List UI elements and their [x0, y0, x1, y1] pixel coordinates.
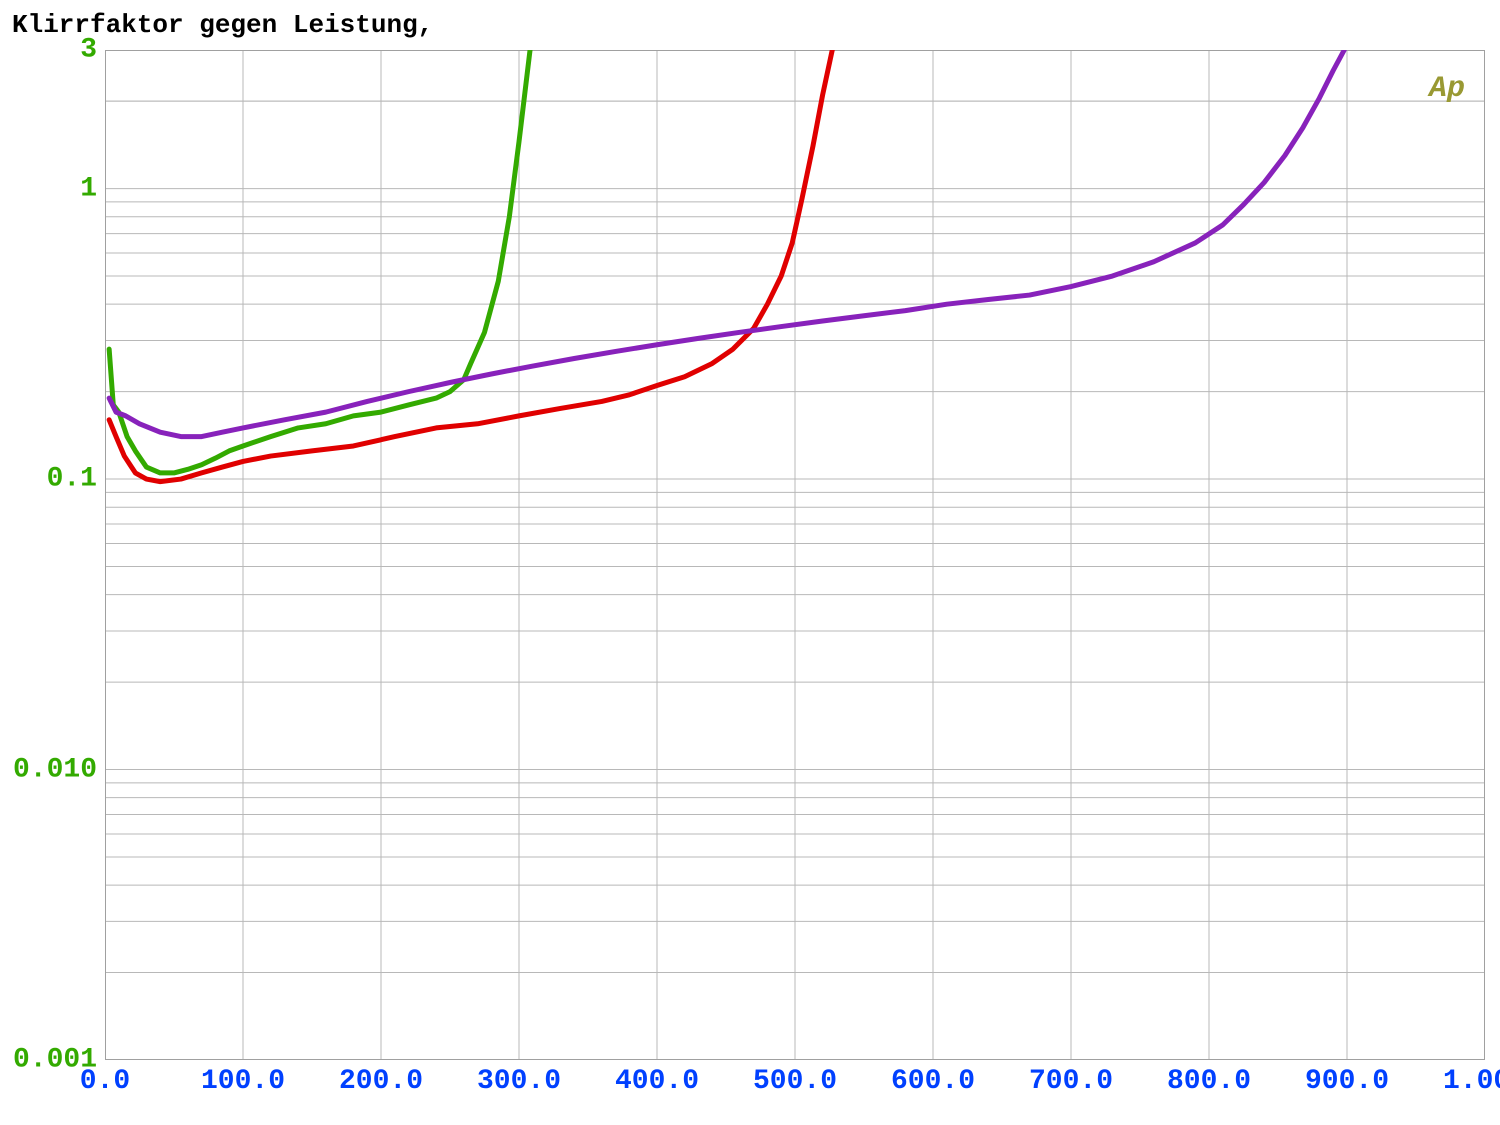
x-tick-label: 900.0: [1305, 1066, 1389, 1097]
y-axis-ticks: 0.0010.0100.113: [0, 50, 97, 1060]
x-tick-label: 600.0: [891, 1066, 975, 1097]
y-tick-label: 3: [2, 35, 97, 66]
x-tick-label: 0.0: [80, 1066, 130, 1097]
y-tick-label: 0.1: [2, 464, 97, 495]
chart-container: Klirrfaktor gegen Leistung, Ap 0.0010.01…: [0, 0, 1500, 1125]
x-tick-label: 700.0: [1029, 1066, 1113, 1097]
x-tick-label: 800.0: [1167, 1066, 1251, 1097]
x-tick-label: 200.0: [339, 1066, 423, 1097]
y-tick-label: 1: [2, 173, 97, 204]
x-axis-ticks: 0.0100.0200.0300.0400.0500.0600.0700.080…: [105, 1066, 1485, 1116]
x-tick-label: 100.0: [201, 1066, 285, 1097]
x-tick-label: 300.0: [477, 1066, 561, 1097]
x-tick-label: 400.0: [615, 1066, 699, 1097]
plot-svg: [105, 50, 1485, 1060]
plot-area: Ap: [105, 50, 1485, 1060]
watermark-label: Ap: [1429, 72, 1465, 106]
x-tick-label: 1.00k: [1443, 1066, 1500, 1097]
x-tick-label: 500.0: [753, 1066, 837, 1097]
y-tick-label: 0.010: [2, 754, 97, 785]
